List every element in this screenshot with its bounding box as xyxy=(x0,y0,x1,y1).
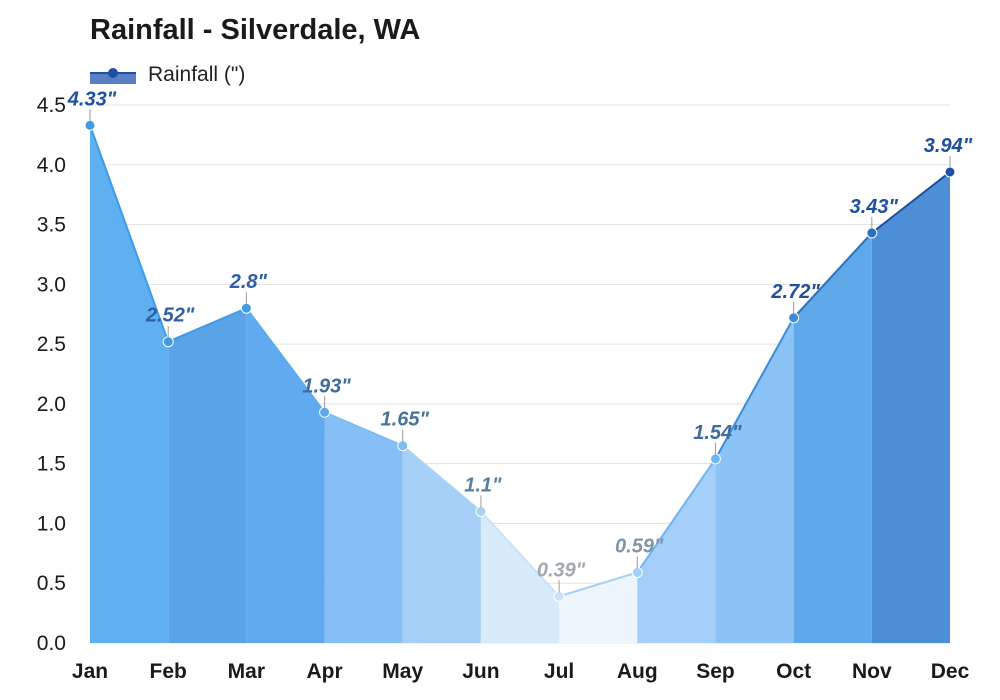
data-point xyxy=(788,312,800,324)
line-segment xyxy=(245,307,326,413)
data-point xyxy=(397,440,409,452)
data-labels: 4.33" 2.52" 2.8" 1.93" 1.65" 1.1" 0.39" 0.59" 1.… xyxy=(67,88,973,593)
legend-label: Rainfall (") xyxy=(148,63,246,86)
x-tick-label: Dec xyxy=(931,660,970,683)
area-segment xyxy=(246,308,325,643)
data-label: 0.39" xyxy=(537,559,586,581)
area-segment xyxy=(559,572,638,643)
data-label: 0.59" xyxy=(615,535,664,557)
line-segment xyxy=(714,317,795,460)
x-tick-label: Jun xyxy=(462,660,499,683)
x-tick-label: Nov xyxy=(852,660,892,683)
x-tick-label: May xyxy=(382,660,423,683)
y-tick-label: 0.5 xyxy=(37,572,66,595)
x-tick-label: Jul xyxy=(544,660,574,683)
x-tick-label: Feb xyxy=(150,660,187,683)
data-label: 4.33" xyxy=(67,88,117,110)
line-segment xyxy=(324,411,404,447)
data-point xyxy=(84,119,96,131)
y-tick-label: 1.0 xyxy=(37,512,66,535)
x-tick-label: Jan xyxy=(72,660,108,683)
data-label: 1.65" xyxy=(381,409,430,431)
data-label: 2.72" xyxy=(770,281,820,303)
line-segment xyxy=(871,171,951,234)
chart-title: Rainfall - Silverdale, WA xyxy=(90,14,421,46)
data-point xyxy=(319,406,331,418)
y-tick-label: 3.5 xyxy=(37,214,66,237)
line-segment xyxy=(558,571,638,598)
data-points xyxy=(84,119,956,602)
data-label: 3.94" xyxy=(924,135,973,157)
data-point xyxy=(240,302,252,314)
x-tick-label: Aug xyxy=(617,660,658,683)
data-point xyxy=(631,566,643,578)
line-segment xyxy=(402,444,482,513)
line-segment xyxy=(636,458,717,574)
x-tick-label: Mar xyxy=(228,660,265,683)
area-segment xyxy=(793,232,872,643)
data-point xyxy=(553,590,565,602)
y-tick-label: 2.0 xyxy=(37,393,66,416)
line-segments xyxy=(89,124,951,598)
y-tick-label: 2.5 xyxy=(37,333,66,356)
data-label: 2.52" xyxy=(145,305,195,327)
x-tick-label: Apr xyxy=(306,660,342,683)
area-segments xyxy=(90,125,950,643)
area-segment xyxy=(480,511,560,643)
area-segment xyxy=(402,445,481,643)
data-label: 1.93" xyxy=(302,375,351,397)
y-tick-label: 4.5 xyxy=(37,94,66,117)
area-segment xyxy=(637,458,716,643)
line-segment xyxy=(89,124,170,343)
data-label: 2.8" xyxy=(229,271,268,293)
area-segment xyxy=(715,317,794,643)
data-point xyxy=(475,505,487,517)
data-label: 1.1" xyxy=(464,474,502,496)
y-tick-label: 0.0 xyxy=(37,632,66,655)
data-point xyxy=(866,227,878,239)
line-segment xyxy=(480,510,560,598)
data-label: 3.43" xyxy=(850,196,899,218)
legend-swatch-icon xyxy=(90,66,136,84)
data-point xyxy=(944,166,956,178)
area-segment xyxy=(90,125,169,643)
x-tick-label: Sep xyxy=(696,660,735,683)
legend[interactable]: Rainfall (") xyxy=(90,62,245,88)
y-axis: 0.0 0.5 1.0 1.5 2.0 2.5 3.0 3.5 4.0 4.5 xyxy=(37,94,66,655)
data-point xyxy=(709,453,721,465)
y-tick-label: 1.5 xyxy=(37,453,66,476)
area-segment xyxy=(871,171,950,643)
x-axis: Jan Feb Mar Apr May Jun Jul Aug Sep Oct Nov Dec xyxy=(72,660,970,683)
line-segment xyxy=(792,232,873,319)
data-point xyxy=(162,336,174,348)
line-segment xyxy=(167,307,247,343)
y-tick-label: 4.0 xyxy=(37,154,66,177)
area-segment xyxy=(168,308,247,643)
x-tick-label: Oct xyxy=(776,660,811,683)
y-tick-label: 3.0 xyxy=(37,273,66,296)
area-segment xyxy=(324,412,403,643)
data-label: 1.54" xyxy=(693,422,742,444)
